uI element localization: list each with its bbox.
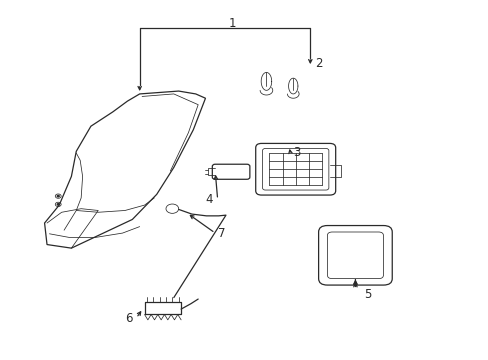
- Text: 3: 3: [293, 146, 300, 159]
- Text: 7: 7: [217, 226, 224, 240]
- Circle shape: [57, 195, 59, 197]
- Text: 6: 6: [124, 311, 132, 325]
- Circle shape: [57, 204, 59, 205]
- Text: 4: 4: [205, 193, 212, 206]
- Text: 5: 5: [363, 288, 370, 301]
- Text: 2: 2: [315, 57, 322, 70]
- Text: 1: 1: [228, 17, 236, 30]
